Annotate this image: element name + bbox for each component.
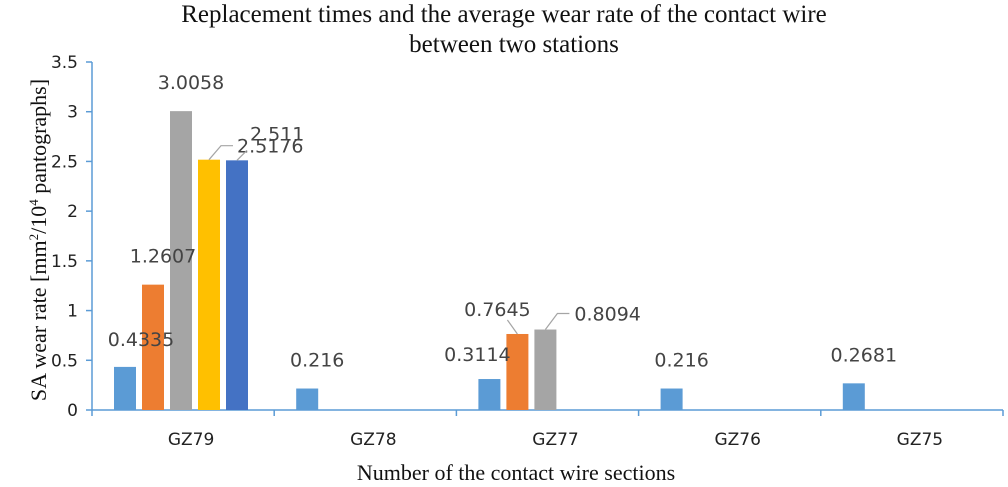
y-axis-title-part1: SA wear rate [mm <box>26 240 51 401</box>
bar <box>296 388 319 410</box>
data-label: 1.2607 <box>130 246 196 268</box>
y-tick-label: 3.5 <box>51 53 78 73</box>
data-label: 2.5176 <box>237 136 303 158</box>
bar <box>114 366 136 410</box>
data-label: 0.216 <box>290 350 344 372</box>
y-axis-title-sup1: 2 <box>26 234 41 241</box>
bar <box>534 329 557 410</box>
x-tick-label: GZ76 <box>714 430 760 450</box>
data-label: 0.4335 <box>108 329 174 351</box>
y-tick-label: 1 <box>67 302 78 322</box>
label-leader-line <box>236 149 248 161</box>
chart-title: Replacement times and the average wear r… <box>0 0 1008 60</box>
bar <box>226 160 248 410</box>
y-axis-title-part3: pantographs] <box>26 79 51 199</box>
chart-title-line1: Replacement times and the average wear r… <box>181 1 827 28</box>
data-label: 0.7645 <box>464 299 530 321</box>
bar <box>660 388 683 410</box>
label-leader-line <box>208 145 233 161</box>
x-axis-title: Number of the contact wire sections <box>357 460 675 485</box>
data-label: 2.511 <box>250 123 304 145</box>
x-tick-label: GZ77 <box>532 430 578 450</box>
y-axis-title: SA wear rate [mm2/104 pantographs] <box>26 79 51 401</box>
data-label: 3.0058 <box>158 72 224 94</box>
x-tick-label: GZ78 <box>350 430 396 450</box>
bars <box>114 111 865 410</box>
data-label: 0.8094 <box>574 304 640 326</box>
chart-title-line2: between two stations <box>409 31 619 58</box>
x-tick-label: GZ75 <box>897 430 943 450</box>
x-tick-label: GZ79 <box>168 430 214 450</box>
bar <box>842 383 865 410</box>
y-axis-title-sup2: 4 <box>26 199 41 206</box>
y-tick-label: 3 <box>67 103 78 123</box>
bar <box>170 111 192 410</box>
axes: 0 0.5 1 1.5 2 2.5 3 3.5 GZ79 GZ78 GZ77 GZ76 GZ75 <box>51 53 1004 450</box>
bar <box>506 333 529 410</box>
y-axis-title-part2: /10 <box>26 206 51 234</box>
data-label: 0.2681 <box>831 344 897 366</box>
y-tick-label: 1.5 <box>51 252 78 272</box>
data-label: 0.216 <box>654 350 708 372</box>
label-leader-line <box>506 319 518 335</box>
data-label: 0.3114 <box>444 344 510 366</box>
bar <box>478 379 501 410</box>
y-tick-label: 0 <box>67 401 78 421</box>
bar <box>142 284 164 410</box>
y-tick-label: 0.5 <box>51 351 78 371</box>
data-labels: 0.4335 0.216 0.3114 0.216 0.2681 1.2607 0.7645… <box>108 72 897 371</box>
y-tick-label: 2 <box>67 202 78 222</box>
label-leader-line <box>544 312 570 330</box>
bar <box>198 159 220 410</box>
y-tick-label: 2.5 <box>51 152 78 172</box>
